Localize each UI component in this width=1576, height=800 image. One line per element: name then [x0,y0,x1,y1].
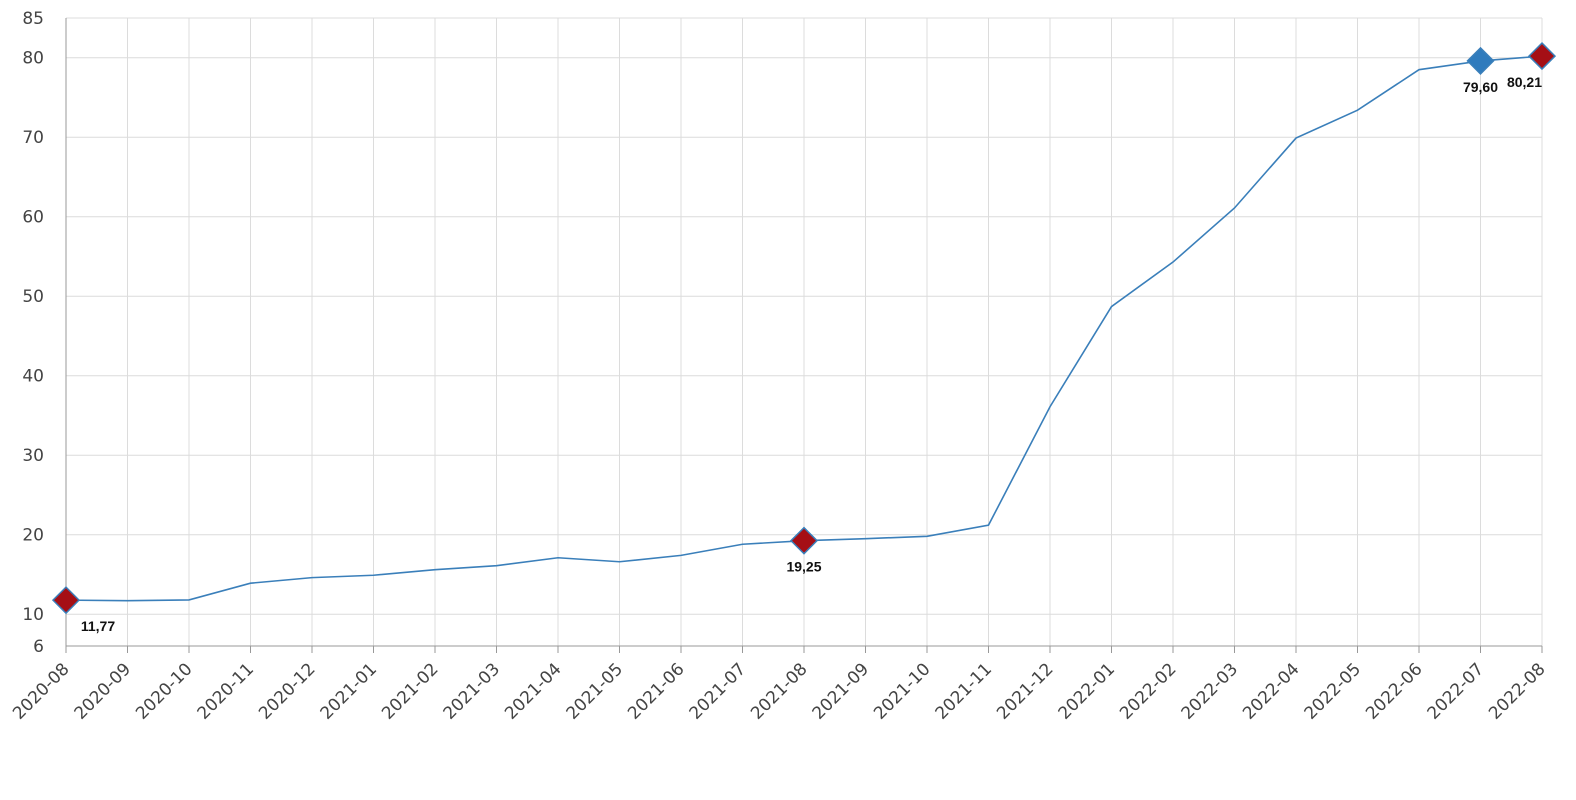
value-label: 79,60 [1463,79,1498,95]
y-tick-label: 50 [22,287,44,307]
y-tick-label: 60 [22,208,44,228]
y-tick-label: 85 [22,9,44,29]
x-tick-label: 2022-06 [1362,659,1426,723]
x-tick-label: 2021-01 [317,659,381,723]
x-tick-label: 2022-04 [1239,659,1303,723]
x-tick-label: 2022-08 [1485,659,1549,723]
y-tick-label: 6 [33,637,44,657]
value-label: 19,25 [786,559,821,575]
x-tick-label: 2021-03 [440,659,504,723]
x-tick-label: 2020-10 [132,659,196,723]
x-tick-label: 2020-11 [194,659,258,723]
x-tick-label: 2021-08 [747,659,811,723]
marker [789,526,819,555]
y-tick-label: 30 [22,446,44,466]
x-tick-label: 2022-03 [1178,659,1242,723]
marker [1527,42,1557,71]
value-label: 11,77 [81,618,115,634]
y-tick-label: 40 [22,367,44,387]
x-tick-label: 2022-01 [1055,659,1119,723]
x-tick-label: 2021-07 [686,659,750,723]
marker [51,586,81,615]
x-tick-label: 2021-02 [378,659,442,723]
x-tick-label: 2021-05 [563,659,627,723]
x-tick-label: 2021-10 [870,659,934,723]
marker [1466,46,1495,75]
x-tick-label: 2020-12 [255,659,319,723]
y-tick-label: 10 [22,605,44,625]
x-tick-label: 2022-05 [1301,659,1365,723]
x-tick-label: 2021-11 [932,659,996,723]
x-tick-label: 2021-12 [993,659,1057,723]
y-tick-label: 70 [22,128,44,148]
x-tick-label: 2021-09 [809,659,873,723]
x-tick-label: 2020-08 [9,659,73,723]
value-label: 80,21 [1507,74,1542,90]
x-tick-label: 2020-09 [71,659,135,723]
x-tick-label: 2021-06 [624,659,688,723]
x-tick-label: 2021-04 [501,659,565,723]
x-tick-label: 2022-02 [1116,659,1180,723]
y-tick-label: 20 [22,526,44,546]
x-tick-label: 2022-07 [1424,659,1488,723]
y-tick-label: 80 [22,49,44,69]
